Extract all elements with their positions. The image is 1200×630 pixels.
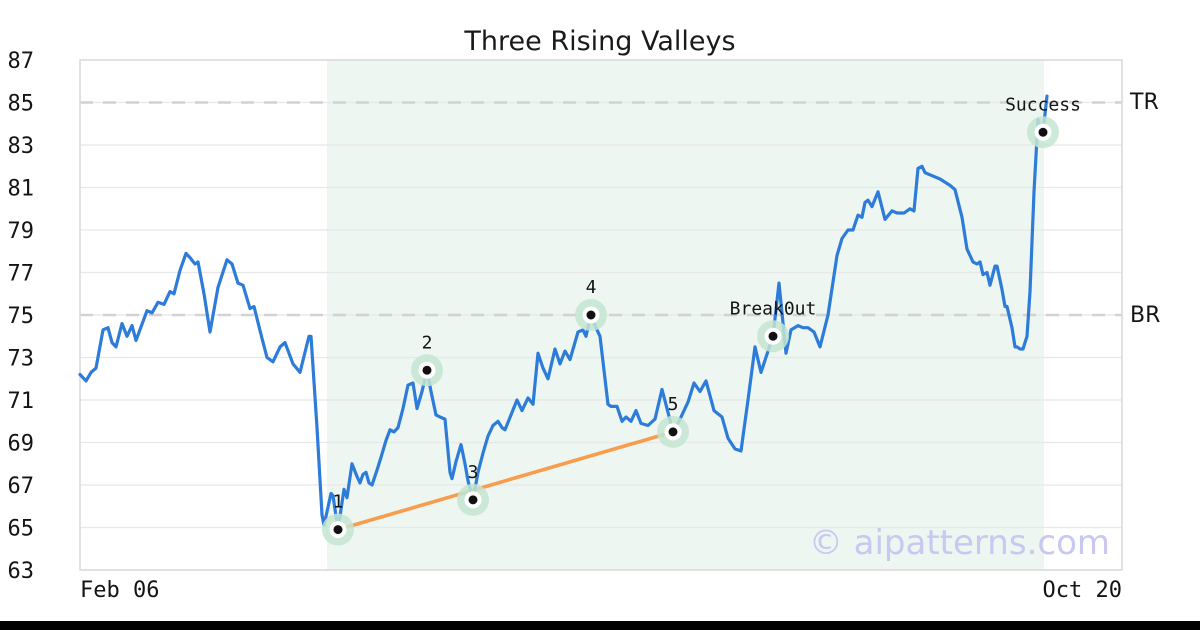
annotation-label-1: 1 [333, 492, 344, 513]
annotation-label-4: 4 [586, 277, 597, 298]
rising-valleys-trendline [336, 430, 675, 532]
marker-dot-2 [422, 365, 432, 375]
level-lines [80, 101, 1122, 317]
y-tick-73: 73 [8, 347, 35, 372]
marker-dot-success [1038, 127, 1048, 137]
plot-border [79, 59, 1123, 571]
y-tick-81: 81 [8, 177, 35, 202]
y-tick-67: 67 [8, 474, 35, 499]
bottom-border-bar [0, 621, 1200, 630]
x-tick-feb06: Feb 06 [80, 578, 159, 603]
y-tick-79: 79 [8, 219, 35, 244]
y-axis-tick-labels: 87 85 83 81 79 77 75 73 71 69 67 65 63 [8, 49, 35, 584]
annotation-label-3: 3 [468, 462, 479, 483]
level-label-br: BR [1130, 303, 1160, 328]
y-tick-65: 65 [8, 517, 35, 542]
annotation-label-break0ut: Break0ut [730, 298, 817, 319]
y-tick-69: 69 [8, 432, 35, 457]
y-tick-63: 63 [8, 559, 35, 584]
y-tick-77: 77 [8, 262, 35, 287]
x-tick-oct20: Oct 20 [1043, 578, 1122, 603]
price-line [78, 94, 1049, 532]
y-tick-71: 71 [8, 389, 35, 414]
y-tick-75: 75 [8, 304, 35, 329]
gridlines [80, 59, 1122, 571]
annotation-labels: 1 2 3 4 5 Break0ut Success [333, 94, 1081, 512]
annotation-label-5: 5 [668, 394, 679, 415]
pattern-markers [322, 116, 1059, 546]
marker-dot-break0ut [768, 331, 778, 341]
annotation-label-success: Success [1005, 94, 1081, 115]
marker-dot-1 [333, 525, 343, 535]
marker-dot-4 [586, 310, 596, 320]
chart-title: Three Rising Valleys [463, 26, 735, 57]
annotation-label-2: 2 [422, 332, 433, 353]
price-series-line [78, 94, 1049, 532]
marker-dot-5 [668, 427, 678, 437]
watermark: © aipatterns.com [809, 523, 1110, 563]
y-tick-87: 87 [8, 49, 35, 74]
marker-dot-3 [468, 495, 478, 505]
level-label-tr: TR [1129, 90, 1159, 115]
trendline [336, 430, 675, 532]
y-tick-85: 85 [8, 92, 35, 117]
y-tick-83: 83 [8, 134, 35, 159]
